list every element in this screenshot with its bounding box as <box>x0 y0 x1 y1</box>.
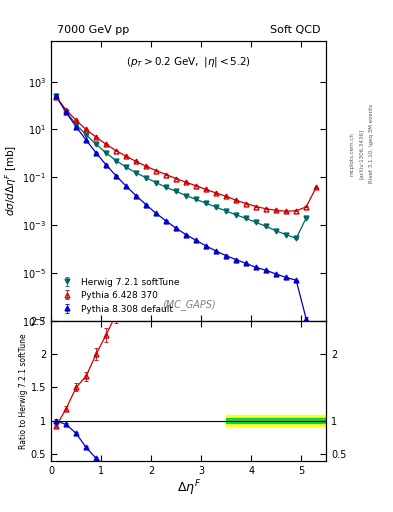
Text: $(p_T > 0.2\ \mathrm{GeV},\ |\eta| < 5.2)$: $(p_T > 0.2\ \mathrm{GeV},\ |\eta| < 5.2… <box>126 55 251 69</box>
X-axis label: $\Delta\eta^{F}$: $\Delta\eta^{F}$ <box>176 478 201 498</box>
Text: 7000 GeV pp: 7000 GeV pp <box>57 26 129 35</box>
Text: Rivet 3.1.10, \geq 3M events: Rivet 3.1.10, \geq 3M events <box>369 104 374 183</box>
Text: mcplots.cern.ch: mcplots.cern.ch <box>349 132 354 176</box>
Y-axis label: Ratio to Herwig 7.2.1 softTune: Ratio to Herwig 7.2.1 softTune <box>19 333 28 449</box>
Text: [arXiv:1306.3436]: [arXiv:1306.3436] <box>359 129 364 179</box>
Text: Soft QCD: Soft QCD <box>270 26 321 35</box>
Legend: Herwig 7.2.1 softTune, Pythia 6.428 370, Pythia 8.308 default: Herwig 7.2.1 softTune, Pythia 6.428 370,… <box>55 275 182 316</box>
Text: (MC_GAPS): (MC_GAPS) <box>162 298 215 310</box>
Y-axis label: $d\sigma/d\Delta\eta^{F}$ [mb]: $d\sigma/d\Delta\eta^{F}$ [mb] <box>4 145 20 217</box>
